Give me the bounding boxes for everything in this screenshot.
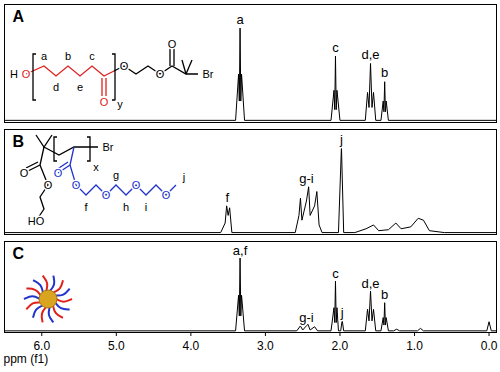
svg-text:2.0: 2.0: [332, 339, 349, 353]
svg-text:c: c: [89, 50, 95, 62]
svg-text:d,e: d,e: [361, 47, 379, 62]
svg-text:b: b: [381, 287, 388, 302]
svg-text:b: b: [381, 65, 388, 80]
svg-text:1.0: 1.0: [406, 339, 423, 353]
svg-text:a: a: [236, 12, 244, 27]
svg-text:O: O: [156, 68, 165, 80]
svg-text:g-i: g-i: [299, 171, 314, 186]
svg-text:c: c: [332, 40, 339, 55]
svg-text:y: y: [117, 98, 123, 110]
svg-text:O: O: [22, 68, 31, 80]
svg-text:a,f: a,f: [233, 243, 248, 258]
svg-text:j: j: [182, 171, 185, 183]
svg-text:d,e: d,e: [361, 276, 379, 291]
svg-text:3.0: 3.0: [257, 339, 274, 353]
svg-text:j: j: [340, 305, 344, 320]
svg-text:6.0: 6.0: [33, 339, 51, 353]
svg-text:O: O: [162, 189, 171, 201]
svg-text:O: O: [168, 38, 177, 50]
svg-text:x: x: [93, 161, 99, 173]
svg-text:e: e: [77, 81, 83, 93]
svg-text:HO: HO: [28, 215, 45, 227]
svg-text:f: f: [84, 201, 88, 213]
svg-text:f: f: [226, 190, 230, 205]
svg-text:b: b: [65, 50, 71, 62]
svg-text:O: O: [72, 179, 81, 191]
svg-text:H: H: [10, 68, 18, 80]
svg-text:O: O: [20, 167, 29, 179]
svg-text:j: j: [339, 132, 343, 147]
svg-text:ppm (f1): ppm (f1): [4, 352, 49, 366]
svg-text:Br: Br: [103, 141, 114, 153]
svg-text:c: c: [332, 266, 339, 281]
svg-text:h: h: [123, 201, 129, 213]
svg-text:i: i: [145, 201, 147, 213]
svg-text:C: C: [13, 245, 25, 262]
svg-text:A: A: [13, 8, 25, 25]
svg-text:d: d: [53, 81, 59, 93]
svg-text:a: a: [41, 50, 48, 62]
svg-text:Br: Br: [203, 68, 214, 80]
svg-text:g-i: g-i: [299, 310, 314, 325]
svg-text:0.0: 0.0: [481, 339, 498, 353]
svg-text:O: O: [44, 179, 53, 191]
svg-text:O: O: [120, 60, 129, 72]
svg-text:O: O: [102, 189, 111, 201]
svg-text:g: g: [113, 169, 119, 181]
svg-text:B: B: [13, 133, 25, 150]
svg-text:O: O: [54, 167, 63, 179]
svg-text:5.0: 5.0: [108, 339, 125, 353]
svg-text:O: O: [132, 179, 141, 191]
svg-text:O: O: [100, 96, 109, 108]
svg-text:4.0: 4.0: [183, 339, 200, 353]
